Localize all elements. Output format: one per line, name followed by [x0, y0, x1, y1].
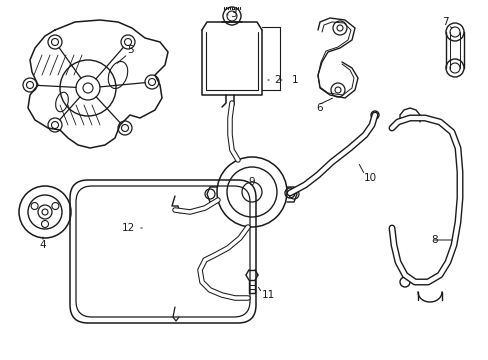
Text: 10: 10: [363, 173, 376, 183]
Text: 12: 12: [121, 223, 134, 233]
Text: 6: 6: [316, 103, 323, 113]
Text: 3: 3: [229, 9, 236, 19]
Text: 1: 1: [291, 75, 298, 85]
Text: 9: 9: [248, 177, 255, 187]
Text: 2: 2: [274, 75, 281, 85]
Text: 7: 7: [441, 17, 447, 27]
Text: 11: 11: [261, 290, 274, 300]
Text: 4: 4: [40, 240, 46, 250]
Text: 5: 5: [126, 45, 133, 55]
Text: 8: 8: [431, 235, 437, 245]
